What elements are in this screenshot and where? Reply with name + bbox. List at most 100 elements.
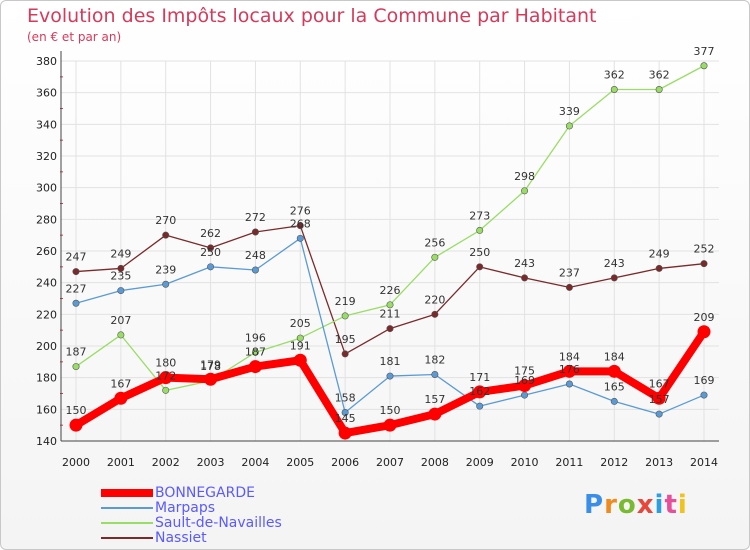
data-point: [72, 363, 80, 371]
data-label: 184: [604, 350, 625, 363]
logo-letter: i: [677, 490, 688, 520]
data-label: 362: [604, 69, 625, 82]
data-point: [338, 426, 352, 440]
data-point: [610, 86, 618, 94]
data-label: 205: [290, 317, 311, 330]
data-point: [341, 312, 349, 320]
data-label: 167: [110, 377, 131, 390]
data-label: 250: [200, 246, 221, 259]
data-label: 178: [200, 360, 221, 373]
data-label: 276: [290, 205, 311, 218]
data-point: [114, 391, 128, 405]
data-label: 157: [424, 393, 445, 406]
data-label: 252: [694, 243, 715, 256]
y-tick-label: 180: [36, 372, 57, 385]
legend-label: Nassiet: [155, 530, 207, 546]
data-point: [117, 287, 125, 295]
data-point: [700, 391, 708, 399]
logo-letter: r: [604, 490, 618, 520]
legend-label: Sault-de-Navailles: [155, 515, 282, 531]
y-tick-label: 240: [36, 277, 57, 290]
data-label: 187: [245, 346, 266, 359]
data-point: [207, 244, 215, 252]
data-point: [521, 187, 529, 195]
data-point: [386, 301, 394, 309]
legend-swatch: [101, 507, 153, 509]
data-label: 339: [559, 105, 580, 118]
data-label: 219: [335, 295, 356, 308]
data-label: 273: [469, 209, 490, 222]
y-tick-label: 300: [36, 182, 57, 195]
data-point: [610, 274, 618, 282]
y-tick-label: 280: [36, 213, 57, 226]
x-tick-label: 2011: [555, 456, 583, 469]
data-point: [386, 372, 394, 380]
x-tick-label: 2009: [466, 456, 494, 469]
legend-item: Sault-de-Navailles: [101, 515, 341, 531]
data-point: [251, 266, 259, 274]
x-tick-label: 2013: [645, 456, 673, 469]
legend-label: Marpaps: [155, 500, 216, 516]
logo-letter: i: [654, 490, 665, 520]
x-tick-label: 2014: [690, 456, 718, 469]
legend-swatch: [101, 537, 153, 539]
y-tick-label: 160: [36, 403, 57, 416]
data-point: [521, 391, 529, 399]
y-tick-label: 340: [36, 118, 57, 131]
data-point: [655, 264, 663, 272]
data-point: [207, 263, 215, 271]
data-label: 268: [290, 217, 311, 230]
data-label: 157: [649, 393, 670, 406]
data-label: 256: [424, 236, 445, 249]
data-point: [655, 410, 663, 418]
data-label: 150: [380, 404, 401, 417]
series-layer: [69, 62, 711, 440]
data-label: 243: [604, 257, 625, 270]
data-label: 362: [649, 69, 670, 82]
data-point: [607, 364, 621, 378]
data-point: [341, 408, 349, 416]
data-point: [431, 253, 439, 261]
data-label: 176: [559, 363, 580, 376]
data-label: 179: [200, 358, 221, 371]
chart-subtitle: (en € et par an): [27, 30, 122, 44]
legend-swatch: [101, 522, 153, 524]
data-point: [431, 370, 439, 378]
logo-letter: P: [584, 490, 605, 520]
y-tick-label: 200: [36, 340, 57, 353]
data-label: 191: [290, 339, 311, 352]
data-point: [697, 325, 711, 339]
data-label: 165: [604, 380, 625, 393]
data-label: 182: [424, 354, 445, 367]
data-point: [562, 364, 576, 378]
data-point: [296, 234, 304, 242]
data-point: [162, 386, 170, 394]
data-point: [159, 371, 173, 385]
data-label: 167: [649, 377, 670, 390]
x-tick-label: 2002: [152, 456, 180, 469]
legend: BONNEGARDE Marpaps Sault-de-Navailles Nassi…: [101, 485, 341, 546]
axis-layer: 140 160 180 200 220 240 260 280 300 320 340 360 380 2…: [36, 51, 719, 469]
x-tick-label: 2000: [62, 456, 90, 469]
data-label: 249: [649, 247, 670, 260]
grid-layer: [61, 60, 719, 442]
data-point: [476, 226, 484, 234]
data-label: 209: [694, 311, 715, 324]
x-tick-label: 2010: [511, 456, 539, 469]
chart-title: Evolution des Impôts locaux pour la Comm…: [27, 5, 597, 27]
data-point: [700, 62, 708, 70]
data-label: 272: [245, 211, 266, 224]
data-point: [386, 325, 394, 333]
data-point: [610, 397, 618, 405]
data-point: [204, 372, 218, 386]
x-tick-label: 2004: [241, 456, 269, 469]
data-point: [251, 228, 259, 236]
data-label: 195: [335, 333, 356, 346]
data-point: [72, 299, 80, 307]
legend-item: BONNEGARDE: [101, 485, 341, 501]
data-label: 150: [66, 404, 87, 417]
data-point: [652, 391, 666, 405]
x-tick-label: 2001: [107, 456, 135, 469]
